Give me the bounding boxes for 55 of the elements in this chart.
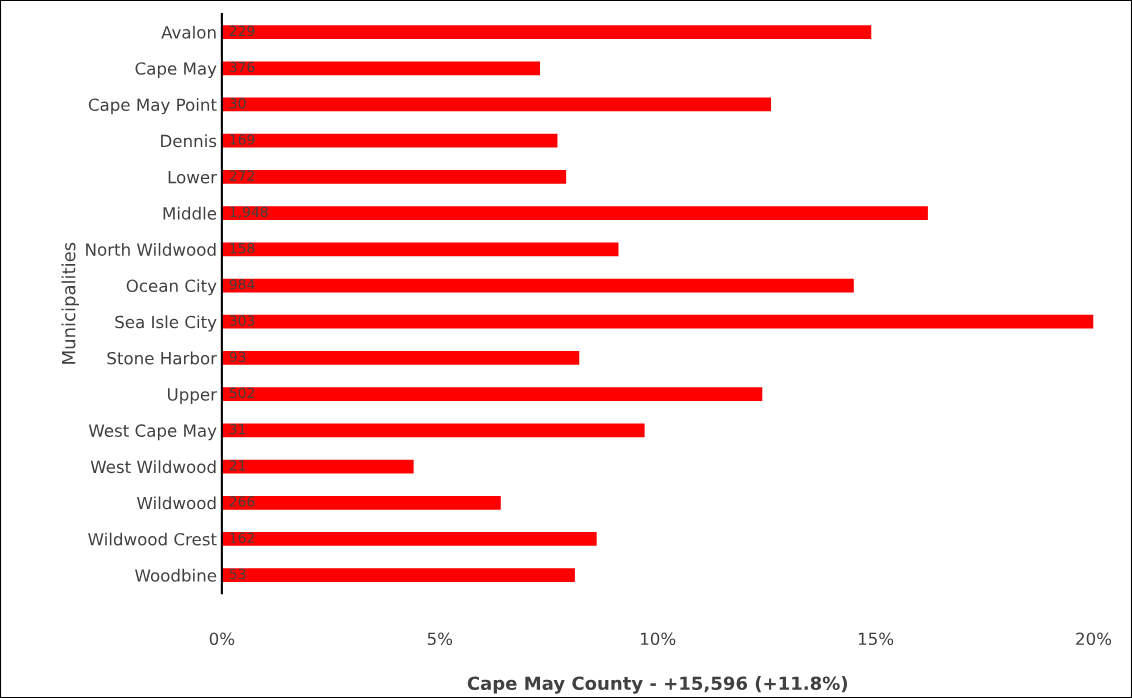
y-tick-label: Cape May [135, 62, 217, 79]
annotation: 31 [229, 423, 246, 435]
annotation: 303 [229, 315, 255, 326]
bar [221, 242, 619, 257]
bar [221, 170, 567, 184]
bar [221, 97, 772, 112]
bar [221, 532, 597, 546]
y-tick-label: West Cape May [88, 424, 217, 441]
annotation: 502 [229, 387, 254, 399]
y-tick-label: Lower [168, 171, 218, 184]
bar [221, 133, 558, 148]
bar [221, 351, 580, 365]
x-tick-label: 10% [641, 632, 676, 646]
annotation: 376 [229, 61, 255, 73]
annotation: 93 [229, 351, 246, 362]
bar [221, 568, 575, 583]
annotation: 30 [229, 98, 246, 109]
bar [221, 314, 1094, 329]
y-tick-label: Ocean City [126, 279, 217, 296]
x-tick-label: 5% [427, 632, 453, 646]
x-tick-label: 20% [1076, 632, 1112, 646]
annotation: 169 [230, 134, 255, 145]
y-tick-label: Stone Harbor [107, 351, 218, 365]
x-axis-title: Cape May County - +15,596 (+11.8%) [467, 676, 847, 694]
y-tick-label: Middle [163, 206, 217, 220]
annotation: 1,948 [230, 206, 268, 219]
annotation: 21 [229, 460, 246, 471]
y-tick-label: Woodbine [135, 568, 217, 582]
bar [221, 423, 645, 438]
y-tick-label: Dennis [161, 134, 217, 148]
annotation: 272 [229, 170, 254, 181]
y-tick-label: West Wildwood [90, 460, 216, 474]
y-tick-label: Wildwood Crest [88, 532, 217, 546]
y-axis-title: Municipalities [61, 242, 79, 364]
bar [221, 495, 501, 510]
bar [221, 25, 872, 39]
y-tick-label: Sea Isle City [115, 315, 217, 332]
bar [221, 206, 928, 220]
y-tick-label: North Wildwood [86, 242, 216, 256]
bar [221, 61, 541, 76]
x-tick-label: 15% [858, 632, 894, 646]
bar [221, 459, 414, 474]
annotation: 229 [229, 25, 255, 37]
y-tick-label: Cape May Point [88, 98, 217, 115]
annotation: 984 [229, 279, 255, 290]
annotation: 53 [229, 568, 246, 580]
y-tick-label: Wildwood [137, 496, 216, 510]
annotation: 266 [229, 496, 255, 507]
bar [221, 387, 763, 402]
annotation: 158 [230, 242, 255, 254]
annotation: 162 [230, 532, 254, 544]
y-tick-label: Avalon [161, 25, 216, 39]
bar [221, 278, 854, 293]
y-tick-label: Upper [167, 388, 218, 404]
x-tick-label: 0% [209, 632, 235, 646]
